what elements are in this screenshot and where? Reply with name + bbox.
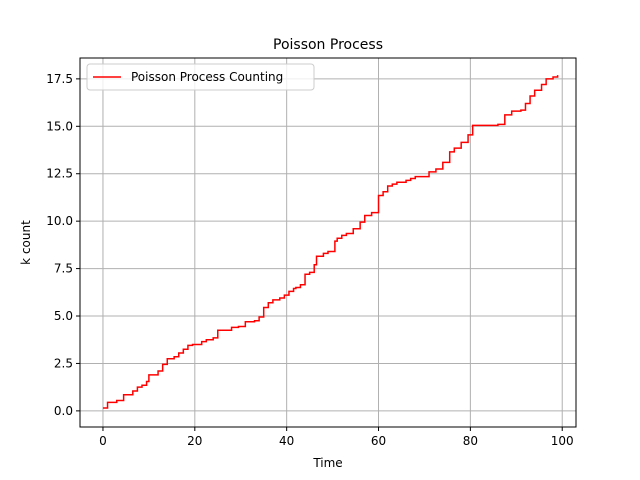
x-tick-label: 100 <box>551 434 574 448</box>
axes-frame <box>79 57 577 428</box>
legend-box <box>86 63 315 91</box>
y-tick-label: 2.5 <box>54 356 73 370</box>
x-tick-label: 80 <box>463 434 478 448</box>
y-tick-label: 15.0 <box>46 119 73 133</box>
y-tick-label: 5.0 <box>54 309 73 323</box>
x-axis-label: Time <box>312 456 342 470</box>
y-tick-label: 0.0 <box>54 404 73 418</box>
legend-label: Poisson Process Counting <box>131 70 283 84</box>
x-tick-label: 20 <box>187 434 202 448</box>
legend: Poisson Process Counting <box>86 63 315 91</box>
x-tick-label: 0 <box>99 434 107 448</box>
y-tick-label: 7.5 <box>54 262 73 276</box>
series-layer <box>102 75 559 409</box>
series-line-poisson-counting <box>102 75 559 409</box>
grid <box>80 58 576 427</box>
x-tick-label: 60 <box>371 434 386 448</box>
y-tick-label: 10.0 <box>46 214 73 228</box>
chart-title: Poisson Process <box>273 37 383 53</box>
y-tick-label: 17.5 <box>46 72 73 86</box>
ticks: 0 20 40 60 80 100 0.0 2.5 5.0 7.5 10.0 12.5 15.0 17.5 <box>46 72 573 448</box>
y-tick-label: 12.5 <box>46 167 73 181</box>
y-axis-label: k count <box>19 220 33 265</box>
x-tick-label: 40 <box>279 434 294 448</box>
